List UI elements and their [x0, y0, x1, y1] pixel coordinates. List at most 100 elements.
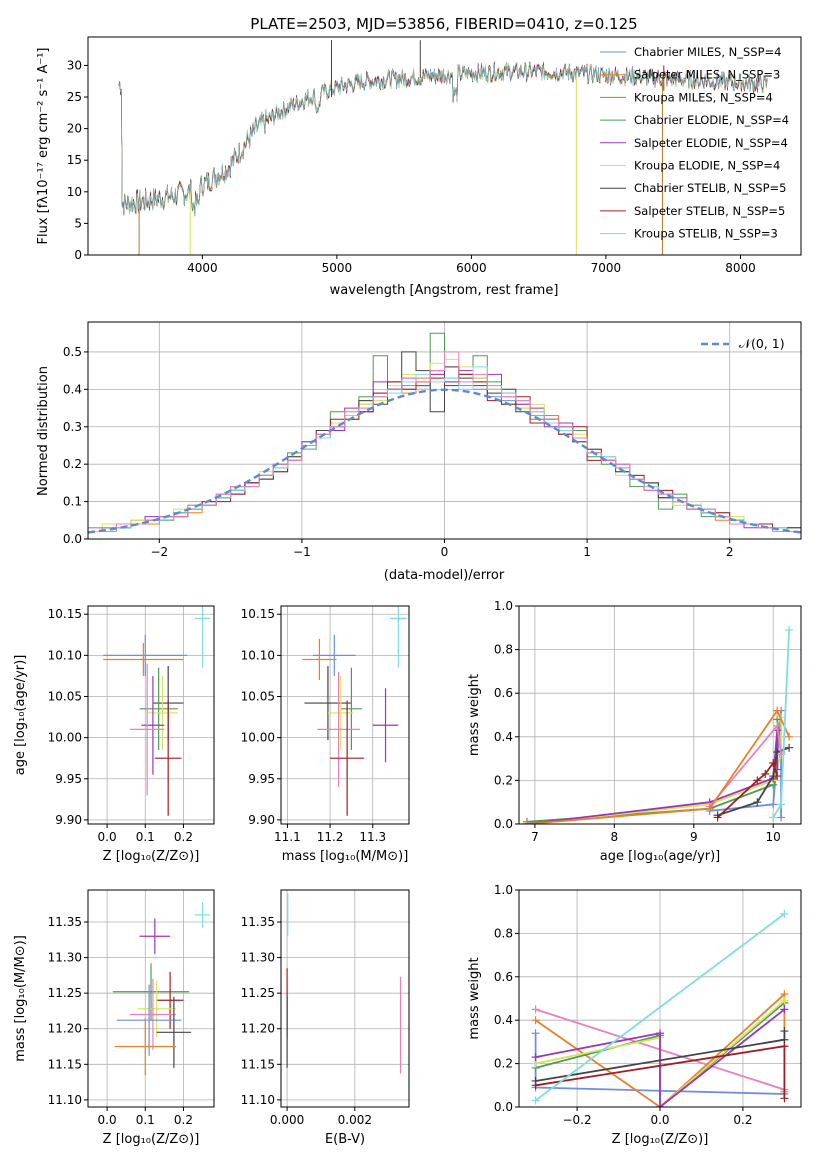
axes-frame: [87, 605, 215, 825]
y-tick-label: 0.3: [63, 420, 82, 434]
y-tick-label: 11.10: [241, 1093, 275, 1107]
weight-lines: [531, 909, 789, 1107]
y-tick-label: 10.15: [48, 607, 82, 621]
x-tick-label: 1: [583, 545, 591, 559]
weight-marker: [753, 776, 762, 785]
spectrum-title: PLATE=2503, MJD=53856, FIBERID=0410, z=0…: [250, 15, 637, 33]
error-bars: [112, 902, 211, 1075]
weight-marker: [773, 772, 782, 781]
age-weight-panel: 7 8 9 10 0.0 0.2 0.4 0.6 0.8 1.0 age [log₁₀(age/yr…: [467, 599, 802, 864]
y-tick-label: 0.2: [63, 457, 82, 471]
weight-marker: [777, 813, 786, 822]
y-tick-label: 30: [67, 58, 82, 72]
weight-series-line: [535, 1008, 785, 1107]
weight-series-line: [526, 708, 790, 824]
weight-marker: [656, 1029, 664, 1038]
x-tick-label: 0.1: [136, 830, 155, 844]
weight-marker: [780, 1005, 789, 1014]
y-tick-label: 11.20: [241, 1022, 275, 1036]
legend: Chabrier MILES, N_SSP=4 Salpeter MILES, N…: [600, 45, 789, 241]
x-tick-label: 11.3: [359, 830, 386, 844]
weight-marker: [656, 1103, 664, 1107]
y-tick-label: 0.2: [494, 1057, 513, 1071]
legend-label: 𝒩(0, 1): [739, 336, 785, 351]
y-tick-label: 11.15: [241, 1057, 275, 1071]
legend-label: Salpeter STELIB, N_SSP=5: [634, 204, 785, 218]
legend-label: Kroupa ELODIE, N_SSP=4: [634, 159, 780, 173]
y-axis-label: mass weight: [467, 957, 482, 1039]
axes-frame: [87, 889, 215, 1108]
x-tick-label: 8000: [725, 261, 756, 275]
x-tick-label: 8: [611, 830, 619, 844]
ebv-mass-panel: 0.000 0.002 11.10 11.15 11.20 11.25 11.30 11.35…: [241, 889, 410, 1147]
y-tick-label: 1.0: [494, 599, 513, 613]
y-tick-label: 10: [67, 185, 82, 199]
weight-marker: [773, 706, 782, 715]
y-axis-label: mass [log₁₀(M/M⊙)]: [13, 935, 28, 1062]
y-tick-label: 5: [74, 216, 82, 230]
weight-marker: [785, 625, 794, 634]
y-tick-label: 9.95: [55, 772, 82, 786]
histograms: [88, 332, 801, 539]
y-tick-label: 9.90: [55, 813, 82, 827]
weight-marker: [531, 1081, 540, 1090]
y-tick-label: 11.30: [241, 951, 275, 965]
x-tick-label: 0.2: [174, 1113, 193, 1127]
x-tick-label: 4000: [187, 261, 218, 275]
y-tick-label: 20: [67, 122, 82, 136]
x-tick-label: 2: [726, 545, 734, 559]
weight-marker: [780, 1027, 789, 1036]
y-tick-label: 0.6: [494, 686, 513, 700]
spectrum-panel: 4000 5000 6000 7000 8000 0 5 10 15 20 25 30 Flux [fλ…: [36, 36, 802, 275]
x-tick-label: 11.2: [317, 830, 344, 844]
weight-marker: [531, 1029, 540, 1038]
y-tick-label: 10.00: [241, 731, 275, 745]
y-tick-label: 0.4: [494, 1013, 513, 1027]
z-age-panel: 0.0 0.1 0.2 9.90 9.95 10.00 10.05 10.10 10.15 Z […: [13, 605, 215, 864]
weight-marker: [531, 1096, 540, 1105]
y-axis-label: mass weight: [467, 674, 482, 756]
y-tick-label: 0.0: [494, 817, 513, 831]
hist-xlabel: (data-model)/error: [384, 568, 505, 583]
x-axis-label: Z [log₁₀(Z/Z⊙)]: [103, 1132, 200, 1147]
x-tick-label: 0.0: [98, 1113, 117, 1127]
weight-marker: [522, 820, 531, 824]
x-tick-label: 0.000: [270, 1113, 304, 1127]
gaussian-curve: [88, 388, 801, 534]
x-tick-label: 0.002: [338, 1113, 372, 1127]
weight-marker: [777, 800, 786, 809]
x-tick-label: 6000: [456, 261, 487, 275]
y-tick-label: 9.90: [248, 813, 275, 827]
weight-marker: [531, 1016, 540, 1025]
z-mass-panel: 0.0 0.1 0.2 11.10 11.15 11.20 11.25 11.30 11.35 Z…: [13, 889, 215, 1147]
error-bars: [302, 606, 407, 816]
y-tick-label: 0.0: [63, 532, 82, 546]
x-axis-label: Z [log₁₀(Z/Z⊙)]: [103, 849, 200, 864]
error-bars: [286, 893, 402, 1074]
x-tick-label: 0: [441, 545, 449, 559]
x-axis-label: age [log₁₀(age/yr)]: [600, 849, 721, 864]
y-tick-label: 10.05: [48, 689, 82, 703]
weight-series-line: [535, 913, 785, 1102]
weight-marker: [753, 798, 762, 807]
y-tick-label: 9.95: [248, 772, 275, 786]
hist-ylabel: Normed distribution: [36, 366, 51, 496]
z-weight-panel: −0.2 0.0 0.2 0.0 0.2 0.4 0.6 0.8 1.0 Z [log₁₀(Z/Z…: [467, 883, 802, 1147]
x-tick-label: 7000: [591, 261, 622, 275]
weight-series-line: [716, 761, 779, 819]
y-tick-label: 10.10: [241, 648, 275, 662]
x-tick-label: 0.1: [136, 1113, 155, 1127]
weight-marker: [780, 996, 789, 1005]
weight-marker: [705, 804, 714, 813]
x-tick-label: 10: [766, 830, 781, 844]
y-axis-label: Flux [fλ10⁻¹⁷ erg cm⁻² s⁻¹ A⁻¹]: [36, 48, 51, 245]
weight-marker: [785, 732, 794, 741]
weight-marker: [769, 800, 778, 809]
y-tick-label: 11.25: [48, 986, 82, 1000]
weight-marker: [780, 1042, 789, 1051]
weight-marker: [780, 909, 789, 918]
x-tick-label: 0.2: [174, 830, 193, 844]
residual-histogram-panel: −2 −1 0 1 2 0.0 0.1 0.2 0.3 0.4 0.5 𝒩(0, 1): [63, 321, 802, 559]
x-axis-label: Z [log₁₀(Z/Z⊙)]: [612, 1132, 709, 1147]
